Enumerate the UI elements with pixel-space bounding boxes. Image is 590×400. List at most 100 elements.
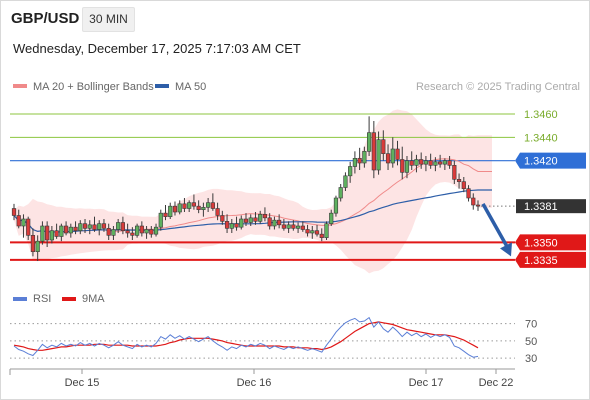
candle: [153, 223, 159, 237]
candle-body: [314, 230, 320, 235]
candle: [333, 195, 339, 217]
candle: [281, 219, 286, 231]
candle-body: [262, 214, 268, 219]
support-tag: [515, 251, 586, 268]
candle-body: [338, 187, 343, 199]
candle: [452, 160, 457, 184]
candle-body: [45, 225, 50, 241]
candle-body: [116, 222, 121, 230]
candle-body: [291, 224, 296, 229]
candle: [291, 220, 296, 231]
candle-body: [243, 218, 249, 223]
candle-body: [35, 240, 40, 252]
candle-body: [68, 226, 73, 234]
candle: [385, 144, 391, 170]
legend-swatch-ma50: [155, 84, 169, 88]
candle: [461, 177, 466, 193]
candle-body: [300, 225, 305, 230]
candle-body: [87, 224, 92, 229]
price-legend: MA 20 + Bollinger Bands MA 50 Research ©…: [13, 81, 580, 93]
candle: [144, 226, 149, 239]
candle: [248, 214, 253, 226]
candle: [101, 219, 107, 232]
candle: [116, 219, 121, 233]
candle-body: [59, 225, 64, 237]
last-price-label: 1.3381: [524, 201, 558, 213]
candle: [149, 226, 154, 238]
candle-body: [106, 228, 111, 236]
candle-body: [329, 212, 334, 224]
candle-body: [419, 159, 424, 165]
candle: [310, 226, 315, 239]
candle-body: [385, 153, 391, 164]
candle-body: [101, 223, 107, 229]
candle-body: [442, 160, 447, 165]
candlesticks: [11, 116, 481, 261]
candle: [111, 226, 116, 240]
timeframe-button[interactable]: 30 MIN: [82, 7, 135, 32]
candle-body: [215, 208, 220, 216]
candle-body: [187, 202, 192, 209]
candle: [404, 156, 410, 179]
candle-body: [73, 226, 78, 231]
candle-body: [343, 175, 348, 188]
candle: [224, 214, 230, 233]
candle: [191, 194, 197, 210]
candle: [172, 201, 178, 216]
candle-body: [63, 225, 69, 234]
candle: [239, 215, 244, 230]
pivot-label: 1.3420: [524, 156, 558, 168]
legend-label-rsi: RSI: [33, 293, 51, 305]
candle-body: [352, 158, 357, 167]
candle-body: [376, 139, 381, 171]
candle: [135, 223, 140, 238]
candle-body: [253, 217, 258, 222]
candle: [319, 228, 324, 242]
candle-body: [168, 205, 173, 217]
candle-body: [362, 151, 367, 164]
candle-body: [452, 165, 457, 180]
candle: [16, 209, 21, 229]
rsi-9ma-line: [13, 321, 479, 351]
candle-body: [471, 197, 476, 206]
candle: [92, 216, 97, 232]
projection-arrow: [481, 202, 512, 257]
candle-body: [466, 188, 471, 199]
candle: [447, 156, 452, 169]
candle-body: [310, 230, 315, 234]
candle: [381, 130, 386, 161]
candle-body: [433, 161, 438, 166]
candle-body: [423, 160, 429, 165]
candle-body: [30, 235, 36, 252]
candle-body: [456, 179, 462, 182]
candle: [272, 216, 277, 230]
candle: [63, 221, 69, 236]
candle-body: [414, 159, 419, 166]
candle-body: [371, 132, 376, 171]
candle-body: [319, 233, 324, 238]
candle-body: [367, 132, 372, 152]
candle: [243, 213, 249, 226]
support-label: 1.3350: [524, 237, 558, 249]
candle: [352, 151, 357, 174]
candle: [130, 227, 135, 240]
support-label: 1.3335: [524, 255, 558, 267]
candle: [45, 221, 50, 247]
candle: [286, 221, 291, 233]
candle: [139, 221, 144, 237]
candle-body: [120, 222, 125, 231]
candle: [26, 216, 31, 240]
rsi-line: [13, 316, 479, 358]
candle: [40, 221, 45, 245]
candle: [475, 200, 481, 211]
candle: [423, 156, 429, 172]
candle: [295, 222, 301, 233]
candle-body: [438, 161, 443, 165]
candle-body: [97, 223, 102, 230]
candle: [97, 220, 102, 236]
candle: [182, 198, 187, 212]
candle: [258, 210, 263, 224]
candle: [125, 223, 130, 238]
candle: [305, 224, 310, 237]
